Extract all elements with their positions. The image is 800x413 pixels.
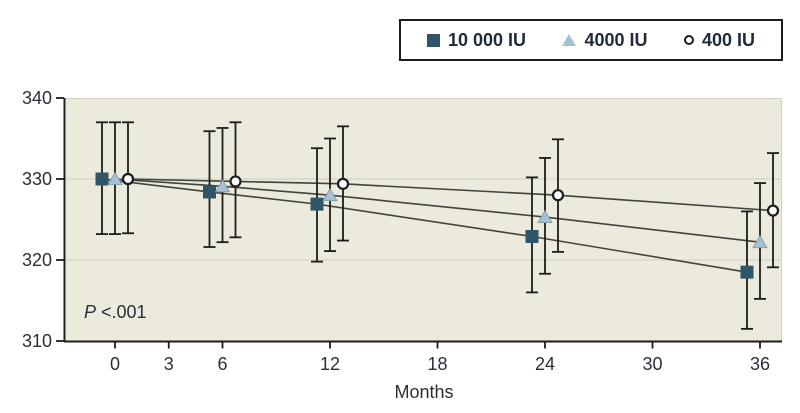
legend-label-400iu: 400 IU [701,29,755,50]
data-point-triangle [322,187,338,202]
data-point-square [203,185,216,199]
p-value-label: P [84,302,97,322]
p-value-annotation: P <.001 [84,302,147,323]
x-tick-label: 0 [110,354,120,374]
y-tick-label: 310 [22,331,52,351]
p-value-text: <.001 [96,302,147,322]
legend-label-10000iu: 10 000 IU [448,29,527,50]
data-point-square [310,197,324,211]
x-tick-label: 18 [427,354,447,374]
y-tick-label: 320 [22,250,52,270]
data-point-circle [766,204,780,217]
legend-item-400iu: 400 IU [683,29,755,51]
x-tick-label: 6 [217,354,227,374]
x-tick-label: 12 [320,354,340,374]
y-tick-label: 330 [22,169,52,189]
x-tick-label: 36 [750,354,770,374]
data-point-circle [121,172,135,186]
x-tick-label: 3 [164,354,174,374]
data-point-square [95,172,109,186]
circle-marker-icon [683,35,694,45]
data-point-triangle [214,178,231,193]
data-point-triangle [107,171,123,185]
legend-item-10000iu: 10 000 IU [427,30,526,51]
chart-legend: 10 000 IU 4000 IU 400 IU [399,19,783,61]
data-point-triangle [752,234,768,249]
x-axis-title: Months [394,382,454,402]
data-point-circle [551,189,565,202]
data-point-circle [336,177,350,190]
x-tick-label: 24 [535,354,555,374]
y-tick-label: 340 [22,88,52,108]
square-marker-icon [427,33,440,47]
data-point-square [740,265,754,279]
legend-label-4000iu: 4000 IU [584,29,648,50]
triangle-marker-icon [562,34,577,46]
data-point-square [525,230,539,244]
data-point-circle [229,175,242,188]
legend-item-4000iu: 4000 IU [562,29,648,51]
data-point-triangle [537,209,553,223]
x-tick-label: 30 [642,354,662,374]
